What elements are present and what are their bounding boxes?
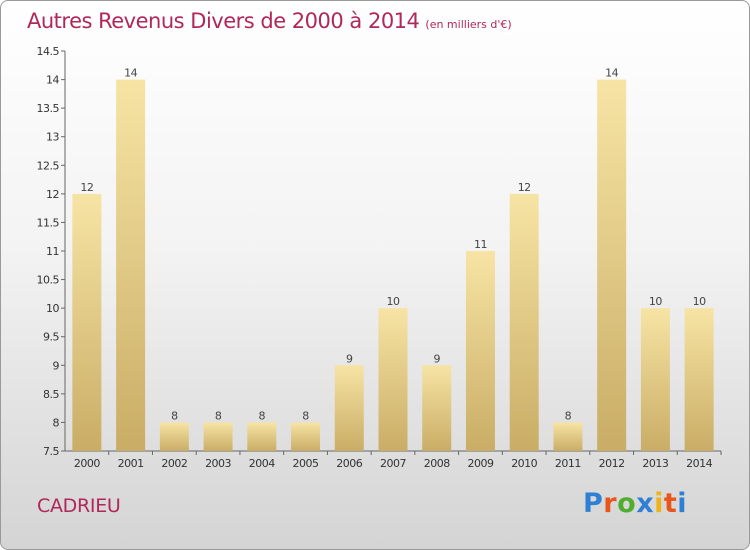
logo-letter: r <box>603 488 618 519</box>
x-tick-label: 2002 <box>161 457 187 470</box>
y-tick-label: 14 <box>46 74 59 87</box>
y-tick-label: 8.5 <box>43 388 59 401</box>
x-axis: 2000 2001 2002 2003 2004 2005 2006 2007 2008 2009… <box>65 450 722 470</box>
bar <box>597 79 627 452</box>
y-axis: 7.5 8 8.5 9 9.5 10 10.5 11 11.5 12 12.5 13 13.5 14 14.… <box>37 45 66 458</box>
y-tick-label: 12 <box>46 188 59 201</box>
logo-letter: t <box>663 488 678 519</box>
bars <box>72 79 714 452</box>
x-tick-label: 2000 <box>74 457 100 470</box>
bar-value-label: 8 <box>215 409 222 422</box>
bar-value-label: 11 <box>474 238 487 251</box>
x-tick-label: 2005 <box>293 457 319 470</box>
chart-subtitle: (en milliers d'€) <box>425 18 512 31</box>
bar <box>378 308 408 451</box>
y-tick-label: 14.5 <box>37 45 60 58</box>
y-tick-label: 10 <box>46 302 59 315</box>
x-tick-label: 2011 <box>555 457 581 470</box>
bar-value-label: 8 <box>259 409 266 422</box>
x-tick-label: 2007 <box>380 457 406 470</box>
bar-value-label: 10 <box>693 295 706 308</box>
logo-letter: P <box>583 488 604 519</box>
bar <box>509 193 539 451</box>
bar <box>291 422 321 451</box>
bar <box>72 193 102 451</box>
y-tick-label: 11.5 <box>37 216 60 229</box>
bar <box>247 422 277 451</box>
bar-value-label: 12 <box>80 181 93 194</box>
logo-letter: i <box>677 488 688 519</box>
y-tick-label: 13.5 <box>37 102 60 115</box>
y-tick-label: 9.5 <box>43 331 59 344</box>
bar <box>116 79 146 452</box>
bar-value-label: 9 <box>433 352 440 365</box>
bar <box>465 251 495 451</box>
y-tick-label: 9 <box>53 359 60 372</box>
bar <box>640 308 670 451</box>
chart-title-text: Autres Revenus Divers de 2000 à 2014 <box>27 9 420 33</box>
bar <box>422 365 452 451</box>
bar-value-label: 8 <box>565 409 572 422</box>
x-tick-label: 2012 <box>599 457 625 470</box>
bar-value-label: 10 <box>649 295 662 308</box>
bar <box>159 422 189 451</box>
chart-title: Autres Revenus Divers de 2000 à 2014 (en … <box>27 9 512 33</box>
x-tick-label: 2013 <box>642 457 668 470</box>
bar-value-label: 10 <box>387 295 400 308</box>
x-tick-label: 2014 <box>686 457 712 470</box>
proxiti-logo[interactable]: Proxiti <box>583 488 687 519</box>
x-tick-label: 2001 <box>118 457 144 470</box>
x-tick-label: 2008 <box>424 457 450 470</box>
x-tick-label: 2006 <box>336 457 362 470</box>
x-tick-label: 2010 <box>511 457 537 470</box>
x-tick-label: 2009 <box>467 457 493 470</box>
y-tick-label: 7.5 <box>43 445 59 458</box>
bar-value-label: 9 <box>346 352 353 365</box>
y-tick-label: 13 <box>46 131 59 144</box>
y-tick-label: 11 <box>46 245 59 258</box>
bar <box>553 422 583 451</box>
bar <box>334 365 364 451</box>
y-tick-label: 8 <box>53 416 60 429</box>
place-name: CADRIEU <box>37 495 121 517</box>
x-tick-label: 2004 <box>249 457 275 470</box>
bar-value-label: 8 <box>171 409 178 422</box>
bar-value-label: 14 <box>124 67 137 80</box>
bar-value-label: 8 <box>302 409 309 422</box>
bar <box>203 422 233 451</box>
logo-letter: o <box>617 488 637 519</box>
value-labels: 12 14 8 8 8 8 9 10 9 11 12 8 14 10 10 <box>80 67 706 423</box>
bar-value-label: 14 <box>605 67 618 80</box>
y-tick-label: 10.5 <box>37 274 60 287</box>
logo-letter: x <box>636 488 655 519</box>
logo-letter: i <box>654 488 664 519</box>
bar-value-label: 12 <box>518 181 531 194</box>
x-tick-label: 2003 <box>205 457 231 470</box>
y-tick-label: 12.5 <box>37 159 60 172</box>
bar <box>684 308 714 451</box>
